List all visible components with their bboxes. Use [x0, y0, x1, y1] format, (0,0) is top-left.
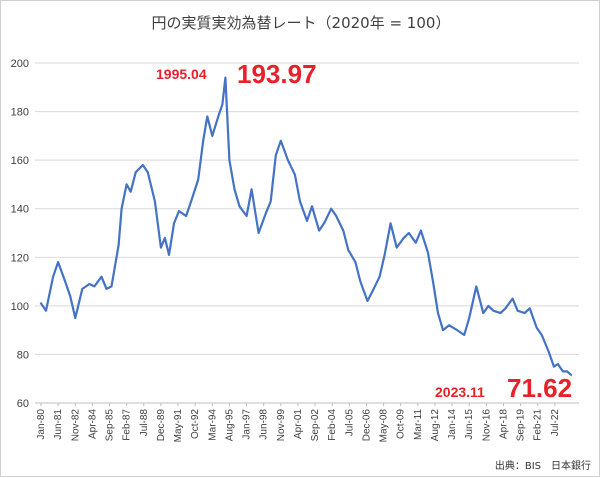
source-note: 出典：BIS 日本銀行	[495, 459, 591, 472]
y-tick-label: 60	[17, 398, 29, 410]
x-tick-label: Feb-04	[327, 409, 338, 441]
y-tick-label: 180	[11, 107, 29, 119]
x-tick-label: Sep-85	[105, 409, 116, 442]
x-tick-label: Mar-94	[207, 409, 218, 441]
x-tick-label: Jun-81	[53, 409, 64, 440]
x-tick-label: Oct-92	[190, 409, 201, 439]
x-tick-label: Mar-11	[413, 409, 424, 440]
x-tick-label: Feb-21	[533, 409, 544, 441]
y-tick-label: 100	[11, 301, 29, 313]
x-tick-label: Nov-82	[70, 409, 81, 442]
x-tick-label: Aug-95	[224, 409, 235, 442]
y-tick-label: 140	[11, 204, 29, 216]
x-tick-label: Oct-09	[396, 409, 407, 439]
latest-date-label: 2023.11	[435, 384, 485, 400]
x-tick-label: May-08	[379, 409, 390, 443]
peak-date-label: 1995.04	[156, 66, 207, 82]
x-tick-label: Feb-87	[122, 409, 133, 441]
y-tick-label: 80	[17, 349, 29, 361]
x-tick-label: Jun-98	[259, 409, 270, 440]
x-tick-label: Apr-84	[87, 409, 98, 439]
x-tick-label: Jan-80	[36, 409, 47, 440]
gridlines	[35, 62, 579, 404]
y-tick-label: 160	[11, 155, 29, 167]
x-tick-label: Apr-18	[498, 409, 509, 439]
x-tick-label: Jul-22	[550, 409, 561, 437]
x-tick-label: Aug-12	[430, 409, 441, 442]
x-tick-label: May-91	[173, 409, 184, 443]
x-tick-label: Nov-99	[276, 409, 287, 442]
peak-value-label: 193.97	[237, 59, 317, 89]
x-tick-label: Dec-06	[361, 409, 372, 442]
x-tick-label: Jan-14	[447, 409, 458, 440]
annotations: 1995.04 193.97 2023.11 71.62	[156, 59, 572, 403]
x-tick-label: Jun-15	[464, 409, 475, 440]
x-tick-label: Jul-88	[139, 409, 150, 437]
latest-value-label: 71.62	[507, 373, 572, 403]
y-axis-ticks: 60 80 100 120 140 160 180 200	[11, 58, 29, 410]
x-tick-label: Jan-97	[242, 409, 253, 440]
chart-title: 円の実質実効為替レート（2020年 = 100）	[152, 14, 451, 32]
x-tick-label: Nov-16	[481, 409, 492, 442]
series-group	[39, 76, 573, 376]
y-tick-label: 200	[11, 58, 29, 70]
x-tick-label: Jul-05	[344, 409, 355, 437]
x-tick-label: Sep-19	[516, 409, 527, 442]
x-axis-ticks: Jan-80 Jun-81 Nov-82 Apr-84 Sep-85 Feb-87 Jul-…	[36, 403, 561, 442]
x-tick-label: Apr-01	[293, 409, 304, 439]
x-tick-label: Sep-02	[310, 409, 321, 442]
x-tick-label: Dec-89	[156, 409, 167, 442]
series-line	[39, 76, 573, 376]
y-tick-label: 120	[11, 252, 29, 264]
